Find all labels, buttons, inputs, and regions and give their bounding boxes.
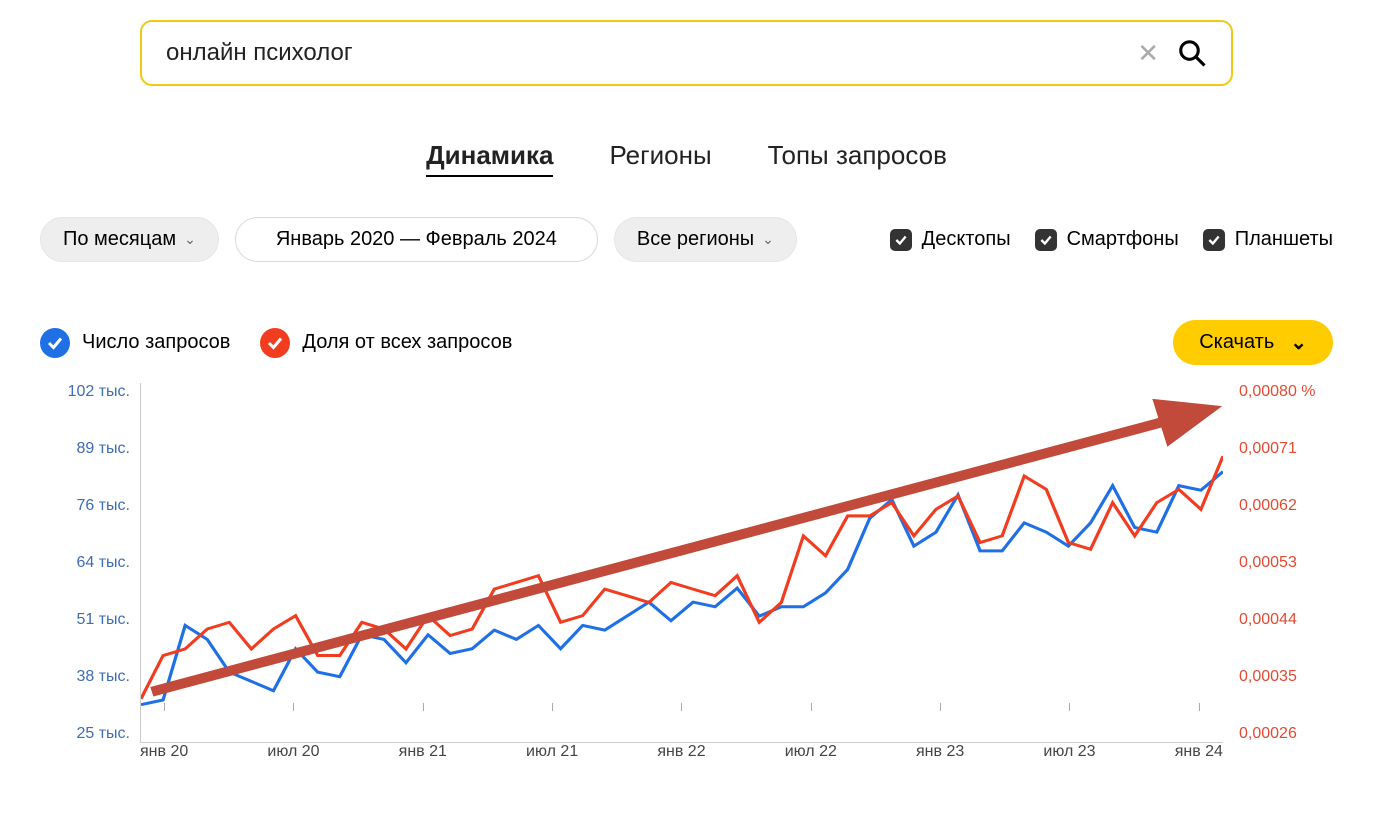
checkbox-smartphones[interactable]: Смартфоны (1035, 228, 1179, 251)
chevron-down-icon: ⌄ (184, 231, 196, 248)
y-left-tick: 38 тыс. (40, 668, 130, 686)
tab-top-queries[interactable]: Топы запросов (768, 140, 947, 177)
search-container: ✕ (140, 20, 1233, 86)
plot-svg (141, 383, 1223, 742)
x-tick: июл 23 (1043, 743, 1095, 783)
tab-dynamics[interactable]: Динамика (426, 140, 553, 177)
y-left-tick: 51 тыс. (40, 611, 130, 629)
clear-icon[interactable]: ✕ (1125, 38, 1171, 69)
plot-area (140, 383, 1223, 743)
tabs: Динамика Регионы Топы запросов (40, 140, 1333, 177)
y-left-tick: 76 тыс. (40, 497, 130, 515)
legend-share[interactable]: Доля от всех запросов (260, 328, 512, 358)
device-checkboxes: Десктопы Смартфоны Планшеты (890, 228, 1333, 251)
chevron-down-icon: ⌄ (762, 231, 774, 248)
filter-bar: По месяцам ⌄ Январь 2020 — Февраль 2024 … (40, 217, 1333, 262)
search-box: ✕ (140, 20, 1233, 86)
x-axis: янв 20 июл 20 янв 21 июл 21 янв 22 июл 22 янв … (140, 743, 1223, 783)
x-tick: янв 21 (399, 743, 447, 783)
checkbox-tablets-label: Планшеты (1235, 228, 1333, 251)
y-axis-right: 0,00080 % 0,00071 0,00062 0,00053 0,00044 0,0… (1233, 383, 1333, 743)
checkmark-icon (890, 229, 912, 251)
region-dropdown[interactable]: Все регионы ⌄ (614, 217, 797, 262)
y-right-tick: 0,00035 (1239, 668, 1333, 686)
x-tick: июл 22 (785, 743, 837, 783)
x-tick: июл 20 (267, 743, 319, 783)
search-icon[interactable] (1171, 32, 1213, 74)
granularity-label: По месяцам (63, 228, 176, 251)
x-tick: июл 21 (526, 743, 578, 783)
y-right-tick: 0,00053 (1239, 554, 1333, 572)
checkbox-desktops[interactable]: Десктопы (890, 228, 1011, 251)
legend-share-label: Доля от всех запросов (302, 331, 512, 354)
y-right-tick: 0,00062 (1239, 497, 1333, 515)
date-range-label: Январь 2020 — Февраль 2024 (276, 228, 557, 251)
region-label: Все регионы (637, 228, 754, 251)
x-tick: янв 24 (1175, 743, 1223, 783)
x-tick: янв 22 (657, 743, 705, 783)
y-left-tick: 64 тыс. (40, 554, 130, 572)
series-share-line (141, 456, 1223, 699)
y-right-tick: 0,00071 (1239, 440, 1333, 458)
checkmark-icon (1035, 229, 1057, 251)
y-left-tick: 89 тыс. (40, 440, 130, 458)
granularity-dropdown[interactable]: По месяцам ⌄ (40, 217, 219, 262)
legend-count-label: Число запросов (82, 331, 230, 354)
legend-count[interactable]: Число запросов (40, 328, 230, 358)
date-range-dropdown[interactable]: Январь 2020 — Февраль 2024 (235, 217, 598, 262)
checkbox-desktops-label: Десктопы (922, 228, 1011, 251)
checkbox-smartphones-label: Смартфоны (1067, 228, 1179, 251)
x-tick: янв 20 (140, 743, 188, 783)
y-right-tick: 0,00026 (1239, 725, 1333, 743)
legend-row: Число запросов Доля от всех запросов Ска… (40, 320, 1333, 365)
trend-arrow (152, 412, 1202, 692)
series-count-line (141, 472, 1223, 705)
download-button[interactable]: Скачать ⌄ (1173, 320, 1333, 365)
legend-count-dot-icon (40, 328, 70, 358)
download-label: Скачать (1199, 331, 1274, 354)
x-tick: янв 23 (916, 743, 964, 783)
y-axis-left: 102 тыс. 89 тыс. 76 тыс. 64 тыс. 51 тыс. 38 т… (40, 383, 130, 743)
tab-regions[interactable]: Регионы (609, 140, 711, 177)
chevron-down-icon: ⌄ (1290, 330, 1307, 355)
legend-share-dot-icon (260, 328, 290, 358)
y-left-tick: 102 тыс. (40, 383, 130, 401)
chart: 102 тыс. 89 тыс. 76 тыс. 64 тыс. 51 тыс. 38 т… (40, 383, 1333, 783)
checkbox-tablets[interactable]: Планшеты (1203, 228, 1333, 251)
y-right-tick: 0,00044 (1239, 611, 1333, 629)
y-left-tick: 25 тыс. (40, 725, 130, 743)
y-right-tick: 0,00080 % (1239, 383, 1333, 401)
search-input[interactable] (160, 39, 1125, 67)
checkmark-icon (1203, 229, 1225, 251)
